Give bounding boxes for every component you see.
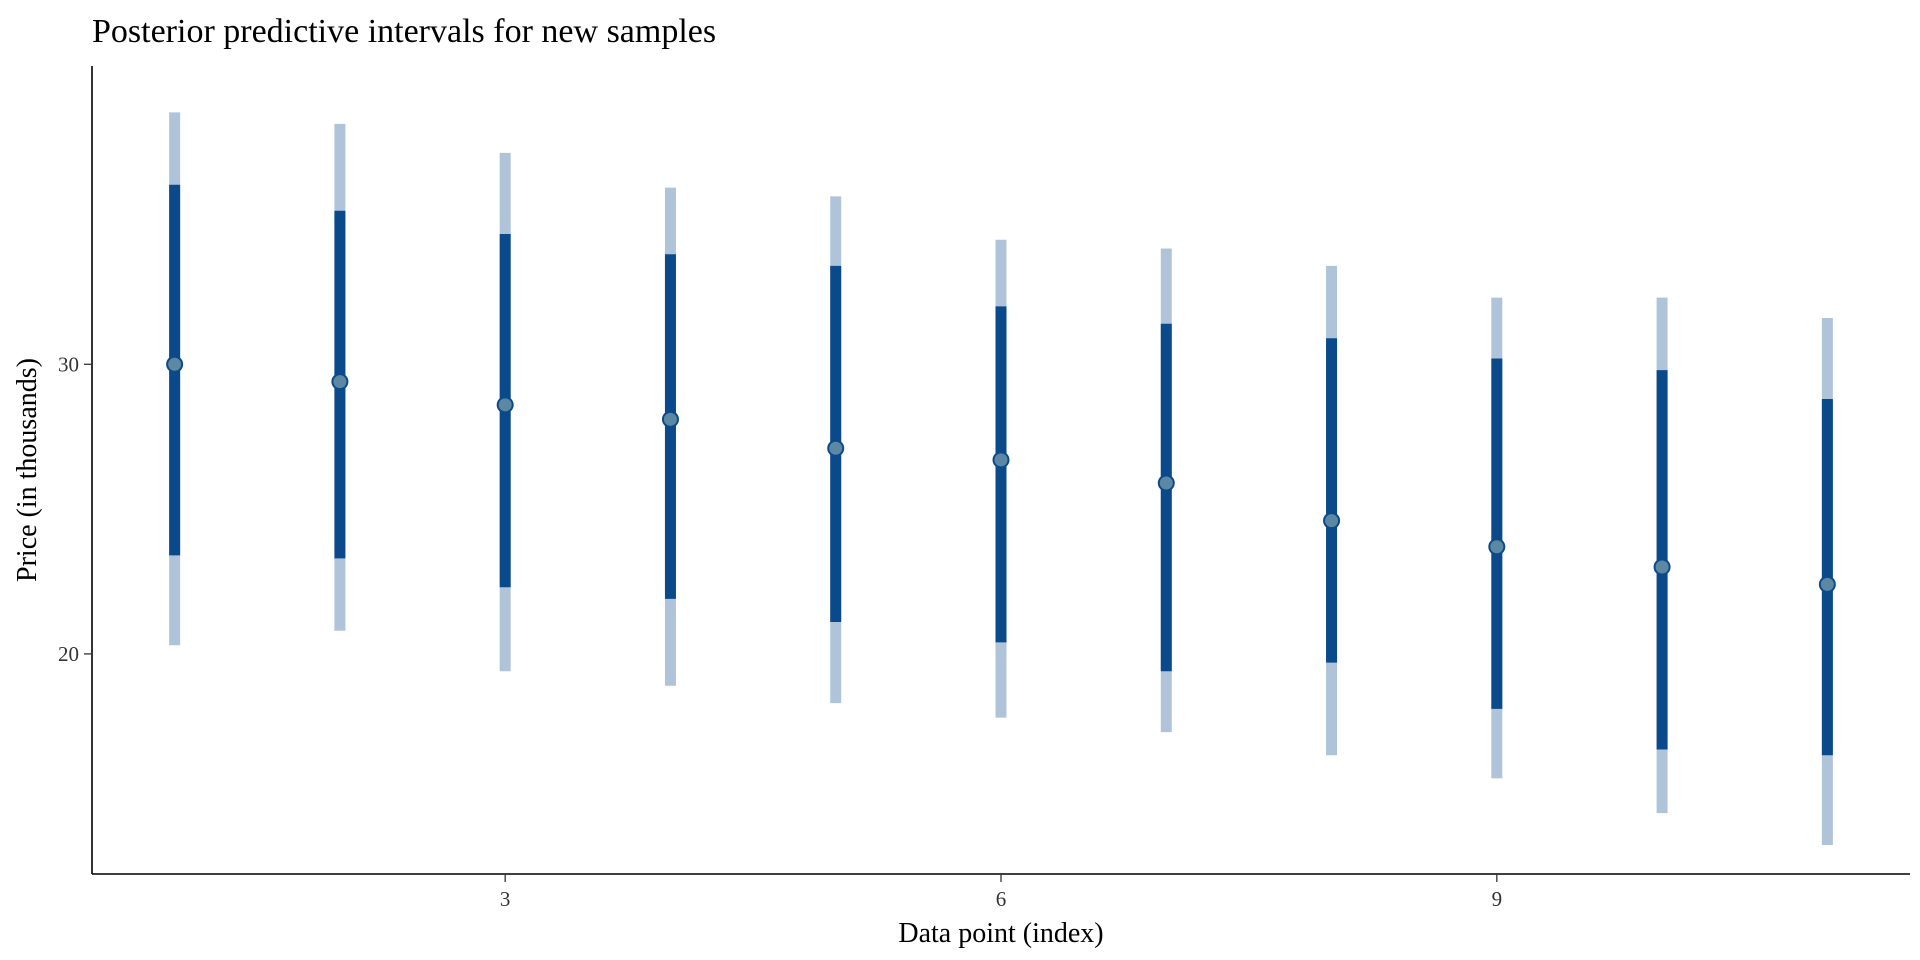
interval-series (166, 112, 1836, 846)
point-estimate-2 (331, 373, 349, 391)
x-tick-label-9: 9 (1492, 887, 1503, 911)
y-tick-label-20: 20 (58, 642, 79, 666)
y-tick-label-30: 30 (58, 352, 79, 376)
point-estimate-1 (166, 355, 184, 373)
y-axis-label: Price (in thousands) (12, 358, 43, 582)
point-estimate-9 (1488, 538, 1506, 556)
point-estimate-8 (1323, 512, 1341, 530)
point-estimate-5 (827, 439, 845, 457)
x-axis-label: Data point (index) (898, 918, 1103, 949)
chart-title: Posterior predictive intervals for new s… (92, 13, 716, 50)
point-estimate-3 (496, 396, 514, 414)
point-estimate-6 (992, 451, 1010, 469)
x-axis-ticks: 3 6 9 (500, 874, 1502, 911)
point-estimate-7 (1157, 474, 1175, 492)
x-tick-label-6: 6 (996, 887, 1007, 911)
point-estimate-4 (661, 410, 679, 428)
x-tick-label-3: 3 (500, 887, 511, 911)
point-estimate-11 (1818, 575, 1836, 593)
point-estimate-10 (1653, 558, 1671, 576)
